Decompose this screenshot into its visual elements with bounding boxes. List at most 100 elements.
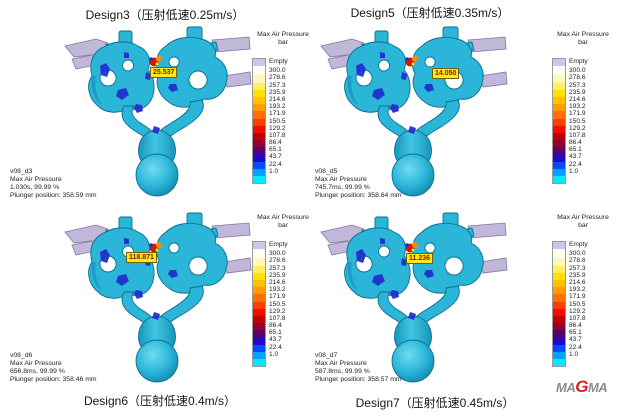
legend-label: Empty xyxy=(269,58,288,65)
legend-swatch xyxy=(553,154,565,162)
legend-label: 278.6 xyxy=(569,257,586,265)
legend-swatch xyxy=(253,104,265,112)
legend-title-line1: Max Air Pressure xyxy=(557,31,609,38)
legend-swatch xyxy=(253,118,265,126)
legend-swatch xyxy=(253,125,265,133)
legend-label: 171.9 xyxy=(569,293,586,301)
max-pressure-label: 11.236 xyxy=(406,253,434,264)
legend-swatch xyxy=(553,251,565,259)
legend-swatch xyxy=(253,168,265,176)
legend-swatch xyxy=(253,251,265,259)
legend-title: Max Air Pressure bar xyxy=(252,214,314,230)
legend-swatch xyxy=(553,287,565,295)
legend-swatch xyxy=(253,265,265,273)
legend-swatch xyxy=(253,161,265,169)
result-info-block: v08_d5 Max Air Pressure 745.7ms, 99.99 %… xyxy=(315,168,402,200)
legend-swatch xyxy=(553,125,565,133)
legend-swatch xyxy=(253,359,265,367)
legend-label: 171.9 xyxy=(569,110,586,118)
legend-label: 235.9 xyxy=(569,88,586,96)
legend-label: 214.6 xyxy=(569,95,586,103)
legend-label: 107.8 xyxy=(269,314,286,322)
legend-label: 193.2 xyxy=(569,103,586,111)
legend-swatch xyxy=(253,242,265,250)
legend-label: 193.2 xyxy=(269,103,286,111)
legend-label: 257.3 xyxy=(569,264,586,272)
info-result: Max Air Pressure xyxy=(315,176,367,183)
legend-swatch xyxy=(553,294,565,302)
legend-label: Empty xyxy=(569,241,588,248)
legend-swatch xyxy=(553,272,565,280)
legend-label: 150.5 xyxy=(269,300,286,308)
legend-swatch xyxy=(553,59,565,67)
legend-label: 214.6 xyxy=(569,278,586,286)
legend-label: 1.0 xyxy=(269,167,279,175)
legend-label: 129.2 xyxy=(269,307,286,315)
legend-swatch xyxy=(553,96,565,105)
legend-label: Empty xyxy=(269,241,288,248)
magma-logo: MAGMA xyxy=(556,377,608,398)
legend-title-line2: bar xyxy=(578,39,588,46)
legend-swatch xyxy=(253,111,265,119)
legend-swatch xyxy=(553,301,565,309)
info-time: 1.030s, 99.99 % xyxy=(10,184,60,191)
result-info-block: v08_d6 Max Air Pressure 656.8ms, 99.99 %… xyxy=(10,352,97,384)
legend-swatch xyxy=(253,294,265,302)
legend-label: 235.9 xyxy=(569,271,586,279)
legend-title-line1: Max Air Pressure xyxy=(257,214,309,221)
legend-label-column: Empty 300.0 278.6 257.3 235.9 214.6 193.2 171.9… xyxy=(569,58,588,184)
legend-swatch xyxy=(553,89,565,97)
legend-swatch xyxy=(253,82,265,90)
legend-label: 43.7 xyxy=(569,336,582,344)
panel-design3: Design3（压射低速0.25m/s） 25.537 Max Air Pres… xyxy=(0,0,309,209)
legend-label: 171.9 xyxy=(269,293,286,301)
legend-swatch xyxy=(253,344,265,352)
legend-swatch xyxy=(553,147,565,155)
logo-letter-g: G xyxy=(575,377,588,396)
panel-design7: Design7（压射低速0.45m/s） 11.236 Max Air Pres… xyxy=(309,209,618,418)
legend-label: 43.7 xyxy=(269,336,282,344)
logo-text-right: MA xyxy=(587,380,608,395)
info-result: Max Air Pressure xyxy=(315,360,367,367)
panel-title: Design7（压射低速0.45m/s） xyxy=(355,396,515,410)
legend-label: 193.2 xyxy=(269,286,286,294)
legend-label: 171.9 xyxy=(269,110,286,118)
panel-design5: Design5（压射低速0.35m/s） 14.050 Max Air Pres… xyxy=(309,0,618,209)
info-time: 656.8ms, 99.99 % xyxy=(10,368,65,375)
legend-label: 150.5 xyxy=(569,117,586,125)
legend-label: 257.3 xyxy=(269,264,286,272)
legend-swatch-column xyxy=(552,241,566,368)
legend-swatch xyxy=(553,258,565,266)
legend-swatch xyxy=(253,176,265,184)
max-pressure-label: 25.537 xyxy=(150,67,178,78)
legend-swatch-column xyxy=(252,58,266,185)
legend-swatch xyxy=(253,279,265,288)
legend-swatch xyxy=(253,140,265,148)
panel-design6: Design6（压射低速0.4m/s） 118.871 Max Air Pres… xyxy=(0,209,309,418)
legend-swatch xyxy=(253,132,265,141)
legend-swatch xyxy=(553,176,565,184)
panel-title: Design3（压射低速0.25m/s） xyxy=(85,8,245,22)
legend-swatch xyxy=(553,104,565,112)
legend-title: Max Air Pressure bar xyxy=(252,31,314,47)
legend-label: 129.2 xyxy=(569,307,586,315)
legend-title-line2: bar xyxy=(278,222,288,229)
legend-label: 257.3 xyxy=(269,81,286,89)
legend-swatch xyxy=(253,330,265,338)
legend-swatch xyxy=(253,59,265,67)
legend-label: 43.7 xyxy=(569,153,582,161)
info-time: 745.7ms, 99.99 % xyxy=(315,184,370,191)
legend-swatch xyxy=(253,258,265,266)
colorbar-legend: Max Air Pressure bar Empty 300.0 278.6 257.… xyxy=(252,31,316,185)
info-case: v08_d5 xyxy=(315,168,338,175)
legend-swatch xyxy=(253,89,265,97)
result-info-block: v08_d3 Max Air Pressure 1.030s, 99.99 % … xyxy=(10,168,97,200)
legend-label: 300.0 xyxy=(569,67,586,75)
legend-swatch xyxy=(553,242,565,250)
panel-title: Design5（压射低速0.35m/s） xyxy=(350,6,510,20)
legend-swatch xyxy=(253,337,265,345)
legend-title: Max Air Pressure bar xyxy=(552,214,614,230)
legend-swatch xyxy=(253,315,265,324)
legend-label: 65.1 xyxy=(569,146,582,154)
